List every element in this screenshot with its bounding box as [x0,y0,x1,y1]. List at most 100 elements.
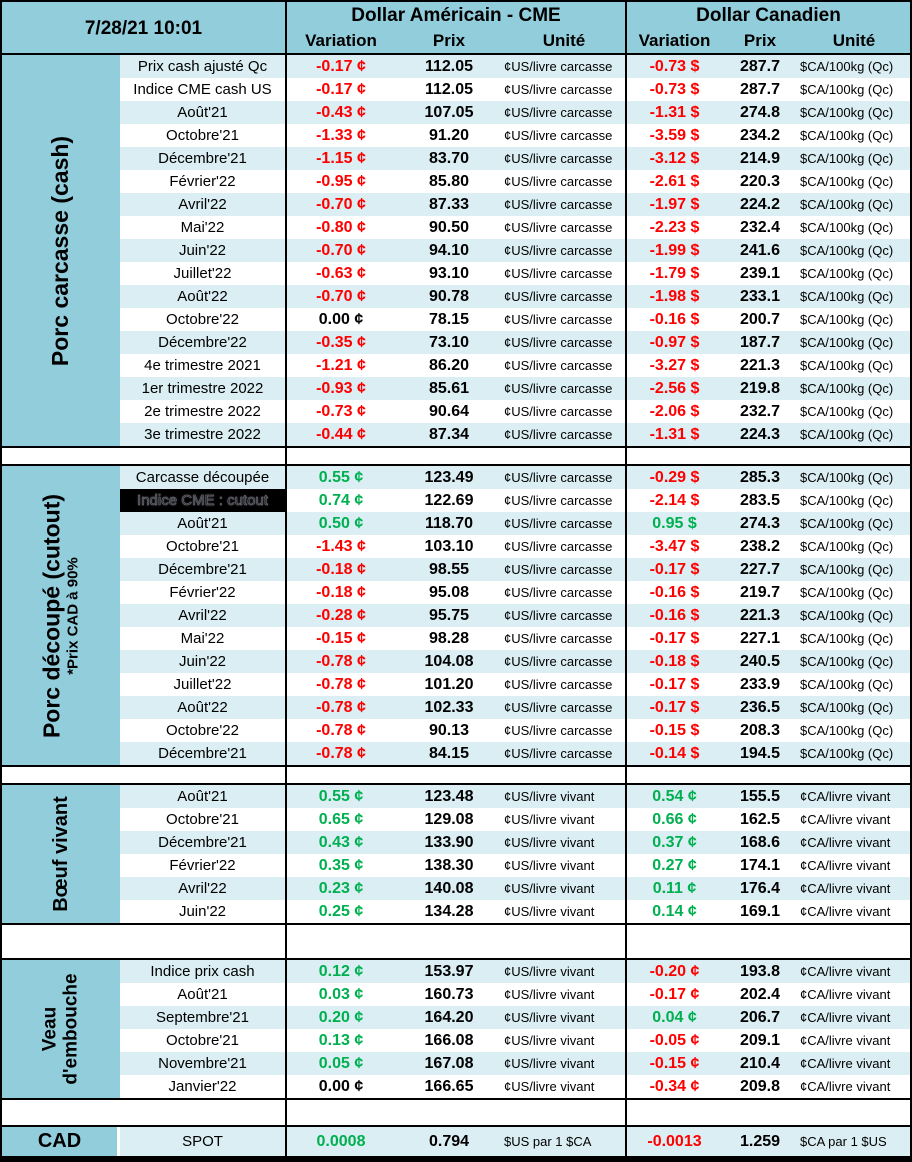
us-variation[interactable]: -0.17 ¢ [285,55,395,78]
us-prix[interactable]: 122.69 [424,492,474,509]
ca-variation[interactable]: -0.34 ¢ [625,1075,722,1098]
us-variation[interactable]: -0.95 ¢ [285,170,395,193]
ca-variation[interactable]: 0.04 ¢ [625,1006,722,1029]
ca-prix[interactable]: 227.7 [739,561,781,578]
report-datetime[interactable]: 7/28/21 10:01 [84,18,203,39]
ca-variation[interactable]: -1.79 $ [625,262,722,285]
ca-prix[interactable]: 233.9 [739,676,781,693]
us-variation[interactable]: 0.55 ¢ [285,785,395,808]
us-prix[interactable]: 103.10 [424,538,474,555]
row-label[interactable]: Juillet'22 [173,676,232,693]
us-prix[interactable]: 166.08 [424,1032,474,1049]
ca-variation[interactable]: -0.15 $ [625,719,722,742]
us-prix[interactable]: 85.80 [428,173,470,190]
us-variation[interactable]: -0.73 ¢ [285,400,395,423]
ca-prix[interactable]: 232.7 [739,403,781,420]
ca-prix[interactable]: 209.8 [739,1078,781,1095]
ca-prix[interactable]: 162.5 [739,811,781,828]
ca-variation[interactable]: -2.61 $ [625,170,722,193]
ca-variation[interactable]: 0.54 ¢ [625,785,722,808]
ca-prix[interactable]: 219.8 [739,380,781,397]
row-label[interactable]: Août'21 [177,986,228,1003]
us-variation[interactable]: -0.78 ¢ [285,742,395,765]
us-variation[interactable]: 0.20 ¢ [285,1006,395,1029]
us-prix[interactable]: 86.20 [428,357,470,374]
us-variation[interactable]: -0.18 ¢ [285,581,395,604]
us-prix[interactable]: 104.08 [424,653,474,670]
ca-prix[interactable]: 232.4 [739,219,781,236]
row-label[interactable]: Décembre'22 [158,334,247,351]
cad-ca-prix[interactable]: 1.259 [739,1133,781,1150]
row-label[interactable]: Octobre'21 [166,1032,239,1049]
row-label[interactable]: Avril'22 [178,607,227,624]
ca-prix[interactable]: 287.7 [739,58,781,75]
us-prix[interactable]: 90.64 [428,403,470,420]
us-variation[interactable]: 0.00 ¢ [285,308,395,331]
ca-prix[interactable]: 187.7 [739,334,781,351]
row-label[interactable]: Octobre'21 [166,811,239,828]
us-prix[interactable]: 140.08 [424,880,474,897]
ca-variation[interactable]: -0.29 $ [625,466,722,489]
us-prix[interactable]: 112.05 [424,81,474,98]
us-variation[interactable]: 0.65 ¢ [285,808,395,831]
row-label[interactable]: Février'22 [169,584,236,601]
us-prix[interactable]: 133.90 [424,834,474,851]
row-label[interactable]: Décembre'21 [158,561,247,578]
ca-prix[interactable]: 155.5 [739,788,781,805]
ca-prix[interactable]: 227.1 [739,630,781,647]
ca-prix[interactable]: 224.2 [739,196,781,213]
ca-prix[interactable]: 174.1 [739,857,781,874]
ca-prix[interactable]: 169.1 [739,903,781,920]
row-label[interactable]: Février'22 [169,173,236,190]
us-variation[interactable]: -0.70 ¢ [285,239,395,262]
ca-variation[interactable]: -3.12 $ [625,147,722,170]
ca-variation[interactable]: -1.97 $ [625,193,722,216]
cad-us-prix[interactable]: 0.794 [428,1133,470,1150]
us-variation[interactable]: -0.78 ¢ [285,696,395,719]
ca-prix[interactable]: 285.3 [739,469,781,486]
row-label[interactable]: Juin'22 [178,653,227,670]
ca-variation[interactable]: -2.56 $ [625,377,722,400]
row-label[interactable]: Août'22 [177,699,228,716]
row-label[interactable]: Indice CME : cutout [120,489,285,512]
us-variation[interactable]: -1.21 ¢ [285,354,395,377]
ca-prix[interactable]: 214.9 [739,150,781,167]
us-variation[interactable]: -0.15 ¢ [285,627,395,650]
us-variation[interactable]: 0.13 ¢ [285,1029,395,1052]
us-variation[interactable]: -0.80 ¢ [285,216,395,239]
us-variation[interactable]: -0.78 ¢ [285,719,395,742]
us-prix[interactable]: 98.55 [428,561,470,578]
us-prix[interactable]: 123.49 [424,469,474,486]
row-label[interactable]: Octobre'21 [166,127,239,144]
us-prix[interactable]: 85.61 [428,380,470,397]
us-prix[interactable]: 107.05 [424,104,474,121]
ca-variation[interactable]: -0.16 $ [625,581,722,604]
us-variation[interactable]: -1.33 ¢ [285,124,395,147]
us-variation[interactable]: -0.43 ¢ [285,101,395,124]
us-variation[interactable]: -0.17 ¢ [285,78,395,101]
us-prix[interactable]: 118.70 [424,515,474,532]
ca-prix[interactable]: 274.8 [739,104,781,121]
us-variation[interactable]: -0.70 ¢ [285,285,395,308]
ca-variation[interactable]: -0.17 $ [625,558,722,581]
ca-variation[interactable]: -1.31 $ [625,423,722,446]
ca-prix[interactable]: 236.5 [739,699,781,716]
us-variation[interactable]: -1.15 ¢ [285,147,395,170]
us-prix[interactable]: 166.65 [424,1078,474,1095]
ca-prix[interactable]: 176.4 [739,880,781,897]
ca-variation[interactable]: -0.97 $ [625,331,722,354]
row-label[interactable]: Septembre'21 [156,1009,249,1026]
ca-prix[interactable]: 238.2 [739,538,781,555]
row-label[interactable]: Carcasse découpée [135,469,270,486]
row-label[interactable]: 3e trimestre 2022 [144,426,261,443]
us-variation[interactable]: 0.23 ¢ [285,877,395,900]
ca-prix[interactable]: 221.3 [739,607,781,624]
ca-prix[interactable]: 240.5 [739,653,781,670]
ca-prix[interactable]: 194.5 [739,745,781,762]
ca-prix[interactable]: 193.8 [739,963,781,980]
us-prix[interactable]: 87.33 [428,196,470,213]
us-prix[interactable]: 84.15 [428,745,470,762]
ca-prix[interactable]: 274.3 [739,515,781,532]
row-label[interactable]: 2e trimestre 2022 [144,403,261,420]
row-label[interactable]: Août'21 [177,104,228,121]
